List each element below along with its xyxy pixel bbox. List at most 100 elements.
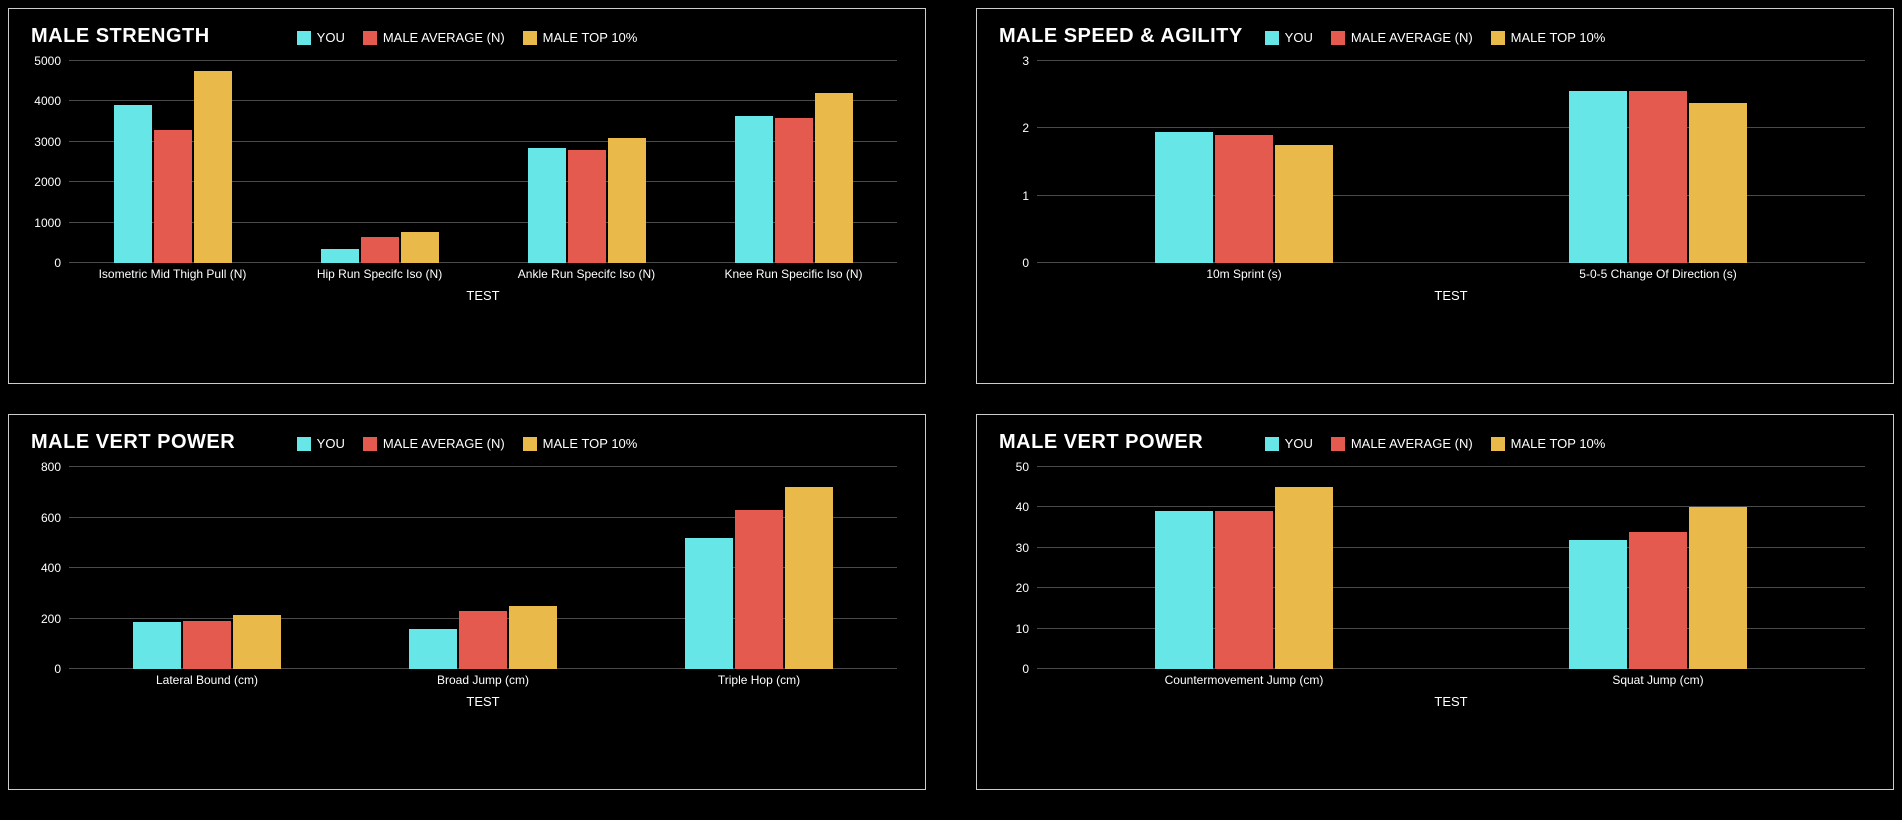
x-axis-title: TEST	[1037, 288, 1865, 303]
ytick-label: 0	[54, 662, 69, 676]
legend-label: MALE TOP 10%	[1511, 30, 1606, 45]
ytick-label: 0	[1022, 662, 1037, 676]
legend-item-avg: MALE AVERAGE (N)	[363, 30, 505, 45]
bar-avg	[1215, 135, 1273, 263]
x-label: Knee Run Specific Iso (N)	[690, 267, 897, 281]
x-label: Hip Run Specifc Iso (N)	[276, 267, 483, 281]
ytick-label: 600	[41, 511, 69, 525]
x-label: 10m Sprint (s)	[1037, 267, 1451, 281]
ytick-label: 3	[1022, 54, 1037, 68]
bar-you	[735, 116, 773, 263]
x-label: Isometric Mid Thigh Pull (N)	[69, 267, 276, 281]
ytick-label: 0	[54, 256, 69, 270]
bar-avg	[154, 130, 192, 263]
ytick-label: 20	[1016, 581, 1037, 595]
legend-label: YOU	[1285, 436, 1313, 451]
bar-group	[345, 467, 621, 669]
legend-swatch	[1491, 31, 1505, 45]
ytick-label: 1	[1022, 189, 1037, 203]
bar-group	[1451, 61, 1865, 263]
bar-avg	[775, 118, 813, 263]
x-labels: Countermovement Jump (cm)Squat Jump (cm)	[1037, 673, 1865, 687]
x-axis-title: TEST	[69, 694, 897, 709]
legend-swatch	[1491, 437, 1505, 451]
dashboard-grid: MALE STRENGTHYOUMALE AVERAGE (N)MALE TOP…	[0, 0, 1902, 820]
x-axis-title: TEST	[69, 288, 897, 303]
x-label: Triple Hop (cm)	[621, 673, 897, 687]
chart-plot: 0200400600800	[69, 467, 897, 669]
ytick-label: 4000	[34, 94, 69, 108]
ytick-label: 200	[41, 612, 69, 626]
legend-swatch	[1265, 31, 1279, 45]
bar-top10	[608, 138, 646, 263]
bar-group	[1037, 61, 1451, 263]
bar-groups	[69, 467, 897, 669]
legend-swatch	[363, 31, 377, 45]
bar-group	[1037, 467, 1451, 669]
bar-top10	[785, 487, 833, 669]
bar-group	[276, 61, 483, 263]
bar-top10	[1275, 487, 1333, 669]
bar-top10	[1275, 145, 1333, 263]
bar-top10	[815, 93, 853, 263]
legend-label: MALE TOP 10%	[543, 436, 638, 451]
bar-avg	[183, 621, 231, 669]
bar-you	[528, 148, 566, 263]
x-label: Ankle Run Specifc Iso (N)	[483, 267, 690, 281]
x-axis-title: TEST	[1037, 694, 1865, 709]
legend-item-top10: MALE TOP 10%	[523, 30, 638, 45]
chart-area: 010002000300040005000Isometric Mid Thigh…	[69, 51, 897, 303]
bar-top10	[509, 606, 557, 669]
bar-you	[133, 622, 181, 669]
legend-item-top10: MALE TOP 10%	[523, 436, 638, 451]
ytick-label: 50	[1016, 460, 1037, 474]
bar-top10	[1689, 507, 1747, 669]
bar-avg	[1215, 511, 1273, 669]
legend-item-top10: MALE TOP 10%	[1491, 436, 1606, 451]
legend-item-you: YOU	[297, 436, 345, 451]
chart-plot: 0123	[1037, 61, 1865, 263]
x-labels: Isometric Mid Thigh Pull (N)Hip Run Spec…	[69, 267, 897, 281]
ytick-label: 0	[1022, 256, 1037, 270]
chart-panel-vert_power: MALE VERT POWERYOUMALE AVERAGE (N)MALE T…	[976, 414, 1894, 790]
bar-you	[321, 249, 359, 263]
bar-top10	[194, 71, 232, 263]
legend-item-avg: MALE AVERAGE (N)	[363, 436, 505, 451]
chart-panel-speed: MALE SPEED & AGILITYYOUMALE AVERAGE (N)M…	[976, 8, 1894, 384]
legend-swatch	[297, 437, 311, 451]
x-label: Lateral Bound (cm)	[69, 673, 345, 687]
chart-area: 0200400600800Lateral Bound (cm)Broad Jum…	[69, 457, 897, 709]
chart-plot: 01020304050	[1037, 467, 1865, 669]
legend-label: MALE TOP 10%	[1511, 436, 1606, 451]
legend-item-you: YOU	[297, 30, 345, 45]
legend-label: MALE AVERAGE (N)	[383, 30, 505, 45]
legend-swatch	[363, 437, 377, 451]
legend-item-you: YOU	[1265, 30, 1313, 45]
legend-swatch	[523, 31, 537, 45]
bar-top10	[233, 615, 281, 669]
bar-you	[1569, 91, 1627, 263]
ytick-label: 5000	[34, 54, 69, 68]
bar-top10	[401, 232, 439, 264]
legend-label: MALE TOP 10%	[543, 30, 638, 45]
legend-swatch	[297, 31, 311, 45]
bar-groups	[69, 61, 897, 263]
chart-area: 012310m Sprint (s)5-0-5 Change Of Direct…	[1037, 51, 1865, 303]
bar-you	[1155, 132, 1213, 263]
legend-label: YOU	[317, 30, 345, 45]
bar-you	[114, 105, 152, 263]
bar-avg	[459, 611, 507, 669]
legend-swatch	[1265, 437, 1279, 451]
bar-avg	[1629, 532, 1687, 669]
x-label: Squat Jump (cm)	[1451, 673, 1865, 687]
bar-group	[483, 61, 690, 263]
legend-item-you: YOU	[1265, 436, 1313, 451]
legend-swatch	[1331, 437, 1345, 451]
bar-you	[1155, 511, 1213, 669]
legend-item-avg: MALE AVERAGE (N)	[1331, 30, 1473, 45]
ytick-label: 2	[1022, 121, 1037, 135]
ytick-label: 40	[1016, 500, 1037, 514]
legend-label: MALE AVERAGE (N)	[383, 436, 505, 451]
x-label: Countermovement Jump (cm)	[1037, 673, 1451, 687]
ytick-label: 400	[41, 561, 69, 575]
